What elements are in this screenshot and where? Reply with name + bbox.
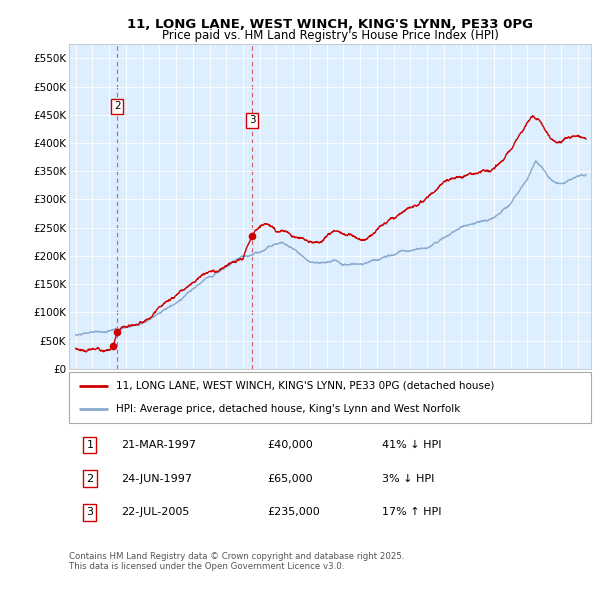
Text: £40,000: £40,000 (268, 440, 313, 450)
Text: 22-JUL-2005: 22-JUL-2005 (121, 507, 190, 517)
Text: 2: 2 (86, 474, 94, 484)
Text: 24-JUN-1997: 24-JUN-1997 (121, 474, 192, 484)
Text: 21-MAR-1997: 21-MAR-1997 (121, 440, 196, 450)
Text: 1: 1 (86, 440, 94, 450)
Text: £65,000: £65,000 (268, 474, 313, 484)
Text: 2: 2 (114, 101, 121, 112)
Text: Price paid vs. HM Land Registry's House Price Index (HPI): Price paid vs. HM Land Registry's House … (161, 30, 499, 42)
Text: 3: 3 (86, 507, 94, 517)
Text: 3: 3 (249, 116, 256, 126)
Text: Contains HM Land Registry data © Crown copyright and database right 2025.
This d: Contains HM Land Registry data © Crown c… (69, 552, 404, 571)
Text: 17% ↑ HPI: 17% ↑ HPI (382, 507, 442, 517)
Text: 3% ↓ HPI: 3% ↓ HPI (382, 474, 434, 484)
Text: HPI: Average price, detached house, King's Lynn and West Norfolk: HPI: Average price, detached house, King… (116, 404, 460, 414)
Text: 11, LONG LANE, WEST WINCH, KING'S LYNN, PE33 0PG: 11, LONG LANE, WEST WINCH, KING'S LYNN, … (127, 18, 533, 31)
Text: £235,000: £235,000 (268, 507, 320, 517)
Text: 11, LONG LANE, WEST WINCH, KING'S LYNN, PE33 0PG (detached house): 11, LONG LANE, WEST WINCH, KING'S LYNN, … (116, 381, 494, 391)
Text: 41% ↓ HPI: 41% ↓ HPI (382, 440, 442, 450)
FancyBboxPatch shape (69, 372, 591, 423)
